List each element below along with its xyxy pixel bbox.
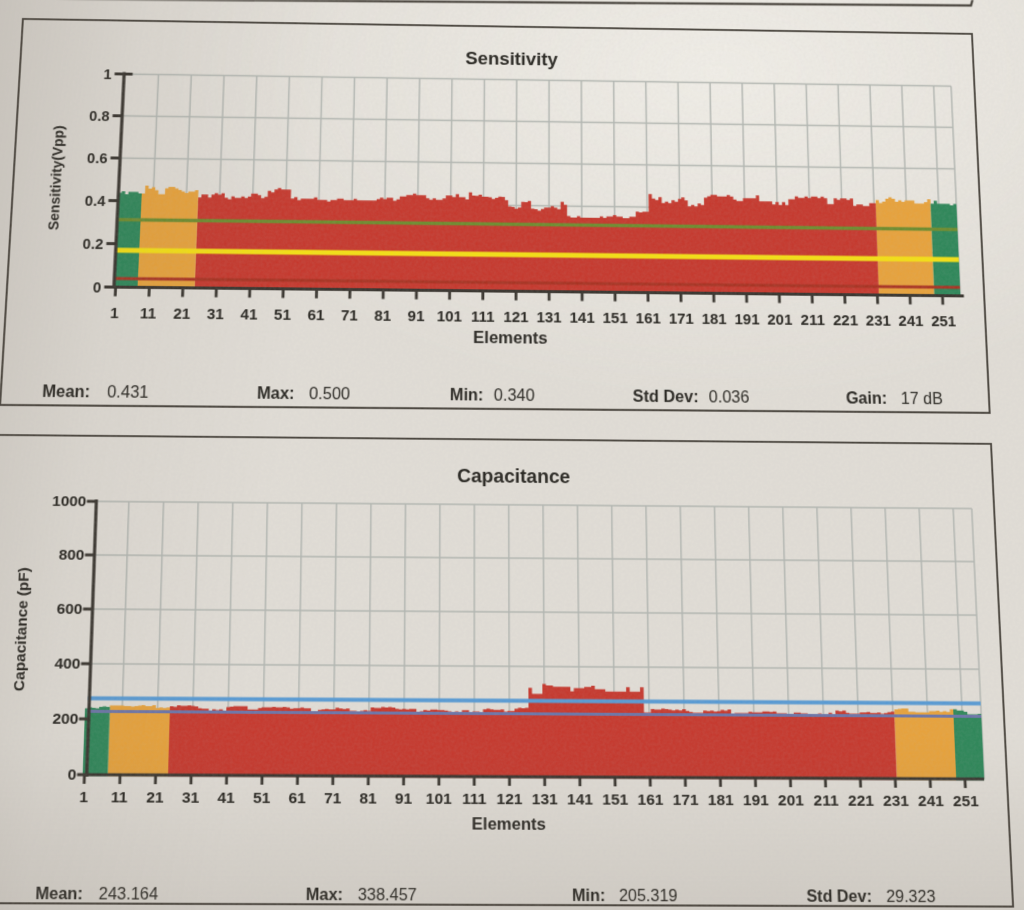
- svg-text:Mean:: Mean:: [35, 885, 83, 904]
- svg-text:231: 231: [883, 794, 909, 811]
- svg-text:0.6: 0.6: [87, 151, 108, 167]
- svg-text:1: 1: [110, 306, 119, 323]
- svg-text:181: 181: [702, 312, 727, 329]
- svg-text:161: 161: [637, 792, 663, 809]
- svg-text:61: 61: [288, 791, 306, 808]
- svg-text:0: 0: [92, 280, 101, 297]
- svg-text:201: 201: [778, 793, 804, 810]
- svg-text:338.457: 338.457: [358, 886, 417, 905]
- svg-text:221: 221: [833, 313, 858, 330]
- svg-text:31: 31: [182, 790, 200, 807]
- svg-text:61: 61: [307, 308, 324, 325]
- svg-text:191: 191: [743, 793, 769, 810]
- svg-text:600: 600: [56, 602, 83, 619]
- svg-text:Max:: Max:: [257, 385, 295, 403]
- svg-text:201: 201: [767, 313, 792, 330]
- svg-text:211: 211: [813, 793, 839, 810]
- svg-text:141: 141: [570, 311, 595, 328]
- svg-text:121: 121: [503, 310, 528, 327]
- svg-text:31: 31: [207, 307, 225, 324]
- svg-text:111: 111: [462, 792, 486, 809]
- svg-text:0.340: 0.340: [494, 387, 535, 405]
- svg-text:29.323: 29.323: [886, 888, 936, 907]
- svg-text:Capacitance (pF): Capacitance (pF): [11, 567, 33, 691]
- svg-text:151: 151: [602, 792, 628, 809]
- svg-text:Min:: Min:: [450, 387, 484, 405]
- svg-text:21: 21: [146, 790, 164, 807]
- svg-text:0.036: 0.036: [709, 389, 750, 407]
- svg-text:0.8: 0.8: [89, 109, 110, 125]
- svg-text:251: 251: [931, 314, 957, 331]
- svg-text:241: 241: [898, 314, 924, 331]
- svg-text:51: 51: [274, 308, 292, 325]
- svg-text:51: 51: [253, 791, 271, 808]
- svg-text:171: 171: [673, 793, 699, 810]
- svg-text:Std Dev:: Std Dev:: [633, 389, 699, 407]
- svg-text:91: 91: [395, 791, 413, 808]
- svg-text:111: 111: [471, 310, 495, 327]
- svg-text:81: 81: [359, 791, 377, 808]
- svg-text:11: 11: [140, 306, 157, 323]
- svg-text:0.500: 0.500: [309, 386, 351, 404]
- svg-text:101: 101: [426, 791, 452, 808]
- svg-text:Elements: Elements: [473, 328, 547, 347]
- svg-text:0: 0: [67, 767, 76, 784]
- svg-text:Sensitivity: Sensitivity: [465, 48, 558, 70]
- svg-text:0.4: 0.4: [84, 194, 105, 211]
- svg-text:81: 81: [374, 309, 391, 326]
- svg-text:Max:: Max:: [306, 886, 343, 905]
- svg-text:191: 191: [734, 312, 759, 329]
- svg-text:21: 21: [173, 307, 191, 324]
- svg-text:0.2: 0.2: [82, 237, 104, 254]
- svg-text:91: 91: [407, 309, 424, 326]
- svg-text:71: 71: [324, 791, 342, 808]
- svg-text:1: 1: [103, 67, 112, 83]
- svg-text:221: 221: [848, 793, 874, 810]
- svg-text:17 dB: 17 dB: [901, 391, 944, 409]
- svg-text:205.319: 205.319: [619, 887, 678, 906]
- svg-text:0.431: 0.431: [107, 384, 149, 402]
- svg-text:Min:: Min:: [572, 887, 606, 906]
- svg-text:1: 1: [79, 790, 88, 807]
- svg-text:241: 241: [918, 794, 945, 811]
- svg-text:1000: 1000: [52, 494, 87, 511]
- svg-text:101: 101: [437, 309, 463, 326]
- svg-text:Capacitance: Capacitance: [457, 466, 570, 488]
- svg-text:Std Dev:: Std Dev:: [806, 888, 872, 907]
- svg-text:251: 251: [953, 794, 980, 811]
- svg-text:171: 171: [669, 312, 694, 329]
- svg-text:11: 11: [111, 790, 128, 807]
- svg-text:161: 161: [636, 311, 661, 328]
- svg-text:200: 200: [52, 712, 79, 729]
- svg-text:41: 41: [240, 307, 258, 324]
- svg-text:231: 231: [866, 314, 892, 331]
- svg-text:181: 181: [708, 793, 734, 810]
- svg-text:41: 41: [217, 791, 235, 808]
- svg-text:131: 131: [536, 310, 561, 327]
- svg-text:141: 141: [567, 792, 593, 809]
- svg-text:Gain:: Gain:: [846, 390, 888, 408]
- svg-text:Elements: Elements: [472, 816, 546, 835]
- svg-text:Sensitivity(Vpp): Sensitivity(Vpp): [46, 125, 67, 230]
- svg-text:131: 131: [532, 792, 558, 809]
- svg-text:800: 800: [58, 548, 84, 565]
- svg-text:121: 121: [496, 792, 522, 809]
- svg-text:Mean:: Mean:: [42, 384, 91, 402]
- svg-text:211: 211: [801, 313, 826, 330]
- svg-text:71: 71: [341, 308, 358, 325]
- svg-text:243.164: 243.164: [98, 885, 158, 904]
- svg-text:400: 400: [54, 656, 81, 673]
- svg-text:151: 151: [603, 311, 628, 328]
